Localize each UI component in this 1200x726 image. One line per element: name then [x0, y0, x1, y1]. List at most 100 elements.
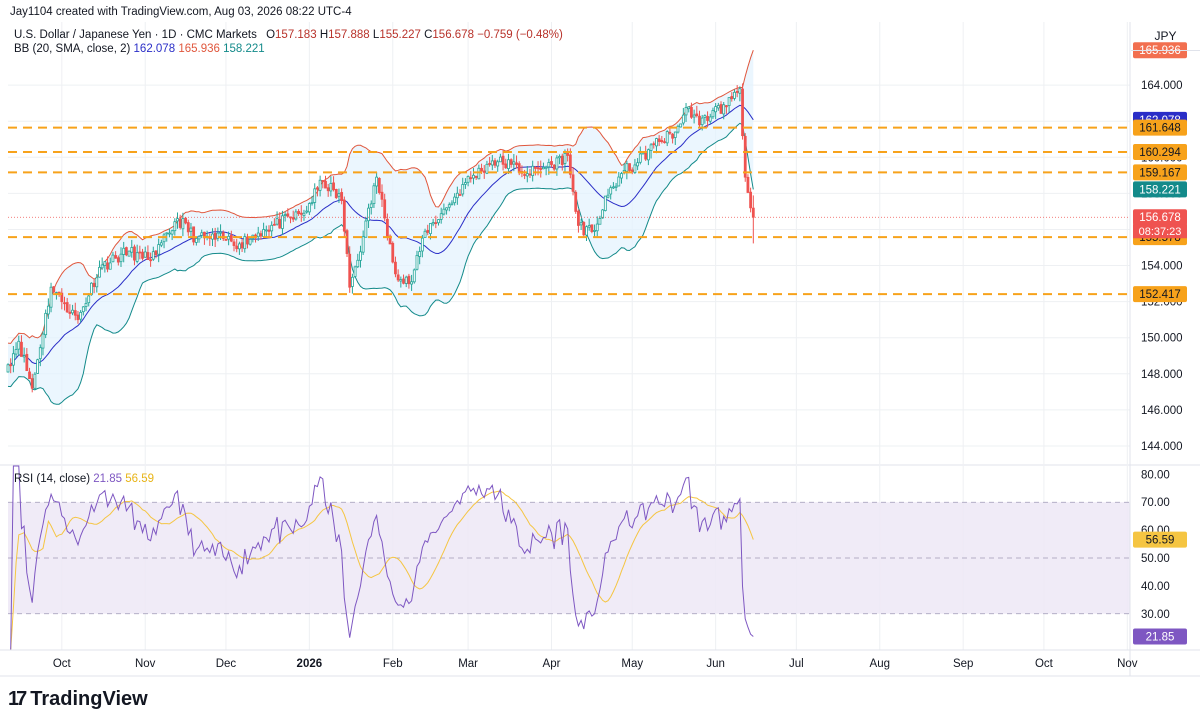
candle-body	[133, 246, 136, 261]
candle-body	[743, 135, 747, 178]
candle-body	[364, 220, 368, 238]
price-tick-label: 148.000	[1141, 369, 1183, 381]
candle-body	[73, 310, 77, 316]
candle-body	[356, 259, 360, 268]
candle-body	[181, 218, 185, 230]
rsi-tick-label: 50.00	[1141, 553, 1170, 565]
candle-body	[437, 219, 440, 224]
candle-body	[636, 162, 640, 167]
candle-body	[98, 266, 101, 278]
ohlc-change: −0.759 (−0.48%)	[477, 29, 563, 41]
candle-body	[157, 244, 161, 255]
candle-body	[159, 242, 163, 246]
candle-body	[316, 187, 319, 190]
candle-body	[278, 218, 282, 229]
candle-body	[36, 359, 39, 374]
candle-body	[318, 179, 322, 191]
currency-label[interactable]: JPY	[1131, 22, 1200, 51]
candle-body	[111, 254, 115, 263]
candle-body	[186, 222, 190, 233]
time-tick-label: Mar	[458, 658, 478, 670]
candle-body	[9, 364, 13, 367]
candle-body	[633, 164, 637, 173]
level-tag: 160.294	[1139, 147, 1181, 159]
ohlc-close: 156.678	[432, 29, 474, 41]
price-tick-label: 146.000	[1141, 405, 1183, 417]
candle-body	[480, 167, 483, 172]
candle-body	[741, 88, 744, 137]
candle-body	[372, 185, 376, 204]
bb-lower-value: 158.221	[223, 43, 265, 55]
candle-body	[560, 155, 564, 165]
candle-body	[598, 218, 602, 225]
candle-body	[504, 163, 508, 169]
candle-body	[472, 174, 475, 179]
time-tick-label: Jul	[789, 658, 804, 670]
candle-body	[485, 163, 489, 174]
candle-body	[603, 195, 607, 211]
candle-body	[332, 182, 335, 191]
candle-body	[649, 144, 653, 151]
candle-body	[665, 131, 669, 144]
candle-body	[517, 163, 521, 173]
symbol-legend[interactable]: U.S. Dollar / Japanese Yen · 1D · CMC Ma…	[14, 29, 563, 41]
candle-body	[162, 234, 166, 243]
candle-body	[595, 223, 599, 232]
candle-body	[738, 88, 742, 94]
candle-body	[375, 176, 379, 187]
rsi-pane	[8, 501, 1130, 615]
candle-body	[692, 114, 696, 118]
rsi-tick-label: 30.00	[1141, 609, 1170, 621]
candle-body	[474, 175, 478, 178]
candle-body	[259, 233, 263, 237]
candle-body	[178, 218, 182, 228]
rsi-ma-value: 56.59	[125, 473, 155, 485]
candle-body	[71, 309, 74, 314]
candle-body	[291, 217, 295, 220]
candle-body	[227, 235, 231, 240]
candle-body	[33, 373, 37, 389]
bb-legend[interactable]: BB (20, SMA, close, 2) 162.078 165.936 1…	[14, 43, 265, 55]
candle-body	[547, 162, 551, 168]
candle-body	[302, 212, 306, 217]
candle-body	[571, 174, 575, 192]
level-tag: 159.167	[1139, 167, 1181, 179]
candle-body	[329, 183, 333, 192]
rsi-legend[interactable]: RSI (14, close) 21.85 56.59	[14, 473, 154, 485]
time-tick-label: 2026	[297, 658, 323, 670]
bb-lower-line	[7, 122, 754, 405]
candle-body	[65, 302, 69, 313]
candle-body	[237, 243, 241, 250]
time-tick-label: Jun	[706, 658, 725, 670]
candle-body	[396, 274, 400, 281]
candle-body	[488, 162, 492, 165]
candle-body	[334, 189, 338, 199]
candle-body	[625, 163, 629, 172]
time-tick-label: May	[621, 658, 643, 670]
candle-body	[751, 207, 755, 218]
candle-body	[671, 133, 674, 139]
candle-body	[340, 192, 344, 202]
candle-body	[423, 230, 427, 238]
candle-body	[68, 311, 72, 314]
horizontal-levels	[8, 126, 1130, 296]
candle-body	[453, 196, 457, 204]
tradingview-brand: 17 TradingView	[8, 688, 148, 711]
brand-name: TradingView	[30, 688, 148, 710]
candle-body	[90, 282, 93, 296]
candle-body	[173, 221, 177, 232]
candle-body	[550, 161, 553, 165]
candle-body	[676, 125, 680, 133]
rsi-ma-tag: 56.59	[1146, 535, 1175, 547]
candle-body	[189, 227, 193, 232]
candle-body	[730, 96, 734, 100]
candle-body	[76, 314, 80, 321]
candle-body	[646, 149, 650, 161]
candle-body	[224, 238, 228, 241]
time-tick-label: Aug	[870, 658, 890, 670]
candle-body	[235, 245, 239, 250]
candle-body	[644, 151, 648, 160]
candle-body	[394, 261, 397, 275]
candle-body	[116, 257, 120, 263]
